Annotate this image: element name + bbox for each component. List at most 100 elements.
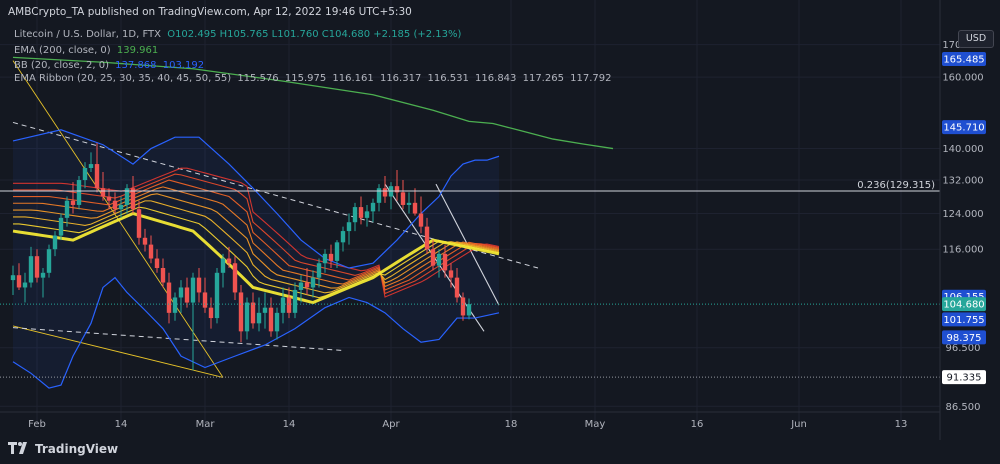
price-badge — [942, 52, 986, 67]
candle-body — [118, 204, 124, 210]
candle-body — [292, 289, 298, 313]
candle-body — [346, 222, 352, 232]
candle-body — [460, 297, 466, 316]
ema-ribbon-line — [13, 179, 500, 291]
candle-body — [466, 304, 472, 316]
candle-body — [64, 200, 70, 218]
candle-body — [184, 287, 190, 303]
candle-body — [28, 256, 34, 283]
candle-body — [238, 292, 244, 332]
x-tick-label: 14 — [115, 419, 128, 430]
ribbon-value: 116.317 — [379, 73, 422, 84]
bollinger-lower-line — [12, 276, 500, 389]
legend-ema-row[interactable]: EMA (200, close, 0) 139.961 — [14, 45, 161, 56]
candle-body — [214, 272, 220, 319]
y-tick-label: 96.500 — [946, 343, 981, 354]
ema-ribbon-line — [12, 211, 500, 305]
candle-body — [40, 272, 46, 278]
candle-body — [172, 297, 178, 313]
candle-body — [196, 277, 202, 293]
tradingview-wordmark: TradingView — [35, 442, 119, 456]
price-badge — [942, 370, 986, 385]
candle-body — [112, 200, 118, 210]
indicator-lines — [12, 56, 614, 389]
wedge-lower-line — [12, 325, 224, 378]
legend-ribbon-row[interactable]: EMA Ribbon (20, 25, 30, 35, 40, 45, 50, … — [14, 73, 615, 84]
candle-body — [244, 302, 250, 332]
candle-body — [88, 164, 94, 169]
candle-body — [22, 282, 28, 288]
ribbon-value: 116.531 — [427, 73, 469, 84]
candle-body — [370, 202, 376, 212]
x-tick-label: 18 — [505, 419, 518, 430]
price-badge-label: 104.680 — [943, 300, 984, 311]
candle-body — [304, 282, 310, 288]
y-tick-label: 124.000 — [942, 209, 983, 220]
candle-body — [352, 207, 358, 223]
ribbon-value: 116.843 — [475, 73, 517, 84]
descending-support-line — [12, 327, 344, 352]
symbol-name[interactable]: Litecoin / U.S. Dollar, 1D, FTX — [14, 29, 162, 40]
candle-body — [136, 209, 142, 238]
price-badge — [942, 120, 986, 135]
candle-body — [70, 200, 76, 205]
candle-body — [202, 292, 208, 308]
price-badge-label: 165.485 — [943, 55, 984, 66]
candle-body — [46, 249, 52, 273]
candle-body — [424, 226, 430, 250]
candle-body — [298, 282, 304, 290]
x-tick-label: Jun — [790, 419, 807, 430]
ema-value: 139.961 — [116, 45, 159, 56]
candle-body — [100, 188, 106, 197]
ribbon-value: 115.975 — [284, 73, 327, 84]
candle-body — [274, 312, 280, 332]
ohlc-values: O102.495 H105.765 L101.760 C104.680 +2.1… — [167, 29, 462, 40]
candle-body — [322, 253, 328, 264]
candle-body — [268, 307, 274, 332]
candle-body — [160, 268, 166, 283]
candle-body — [154, 258, 160, 269]
candle-body — [382, 188, 388, 197]
price-badge-label: 91.335 — [947, 373, 982, 384]
candle-body — [262, 307, 268, 313]
ema200-line — [12, 56, 614, 150]
price-badge — [942, 330, 986, 345]
ema-ribbon-line — [13, 193, 500, 289]
legend-bb-row[interactable]: BB (20, close, 2, 0) 137.868 103.192 — [14, 60, 207, 71]
candle-body — [226, 258, 232, 264]
tradingview-logo[interactable]: TradingView — [8, 442, 118, 456]
ema-ribbon-line — [13, 186, 500, 288]
legend-symbol-row: Litecoin / U.S. Dollar, 1D, FTX O102.495… — [14, 29, 464, 40]
candle-body — [328, 253, 334, 261]
candle-body — [142, 237, 148, 245]
bb-label: BB (20, close, 2, 0) — [14, 60, 109, 71]
time-axis[interactable]: Feb 14 Mar 14 Apr 18 May 16 Jun 13 — [0, 411, 940, 430]
candle-body — [52, 235, 58, 250]
ema-ribbon — [12, 167, 500, 305]
x-tick-label: 14 — [283, 419, 296, 430]
ribbon-value: 116.161 — [332, 73, 374, 84]
candle-body — [208, 307, 214, 319]
tradingview-icon — [8, 442, 27, 454]
candle-body — [280, 297, 286, 313]
candle-body — [130, 188, 136, 210]
ema-ribbon-line — [13, 200, 500, 294]
x-tick-label: May — [585, 419, 606, 430]
y-tick-label: 132.000 — [942, 176, 983, 187]
horizontal-levels: 0.236(129.315) — [0, 180, 940, 378]
candle-body — [58, 217, 64, 236]
candle-body — [334, 242, 340, 261]
ribbon-value: 115.576 — [237, 73, 279, 84]
candle-body — [148, 244, 154, 259]
x-tick-label: Mar — [196, 419, 216, 430]
price-badge — [942, 297, 986, 312]
price-axis[interactable]: 170.000160.000140.000132.000124.000116.0… — [939, 0, 986, 440]
candle-body — [82, 168, 88, 181]
bb-lower-value: 103.192 — [162, 60, 205, 71]
currency-button[interactable]: USD — [958, 30, 994, 48]
candle-body — [220, 258, 226, 273]
x-tick-label: Apr — [382, 419, 400, 430]
candle-body — [310, 277, 316, 288]
x-tick-label: 13 — [895, 419, 908, 430]
y-tick-label: 116.000 — [942, 245, 983, 256]
